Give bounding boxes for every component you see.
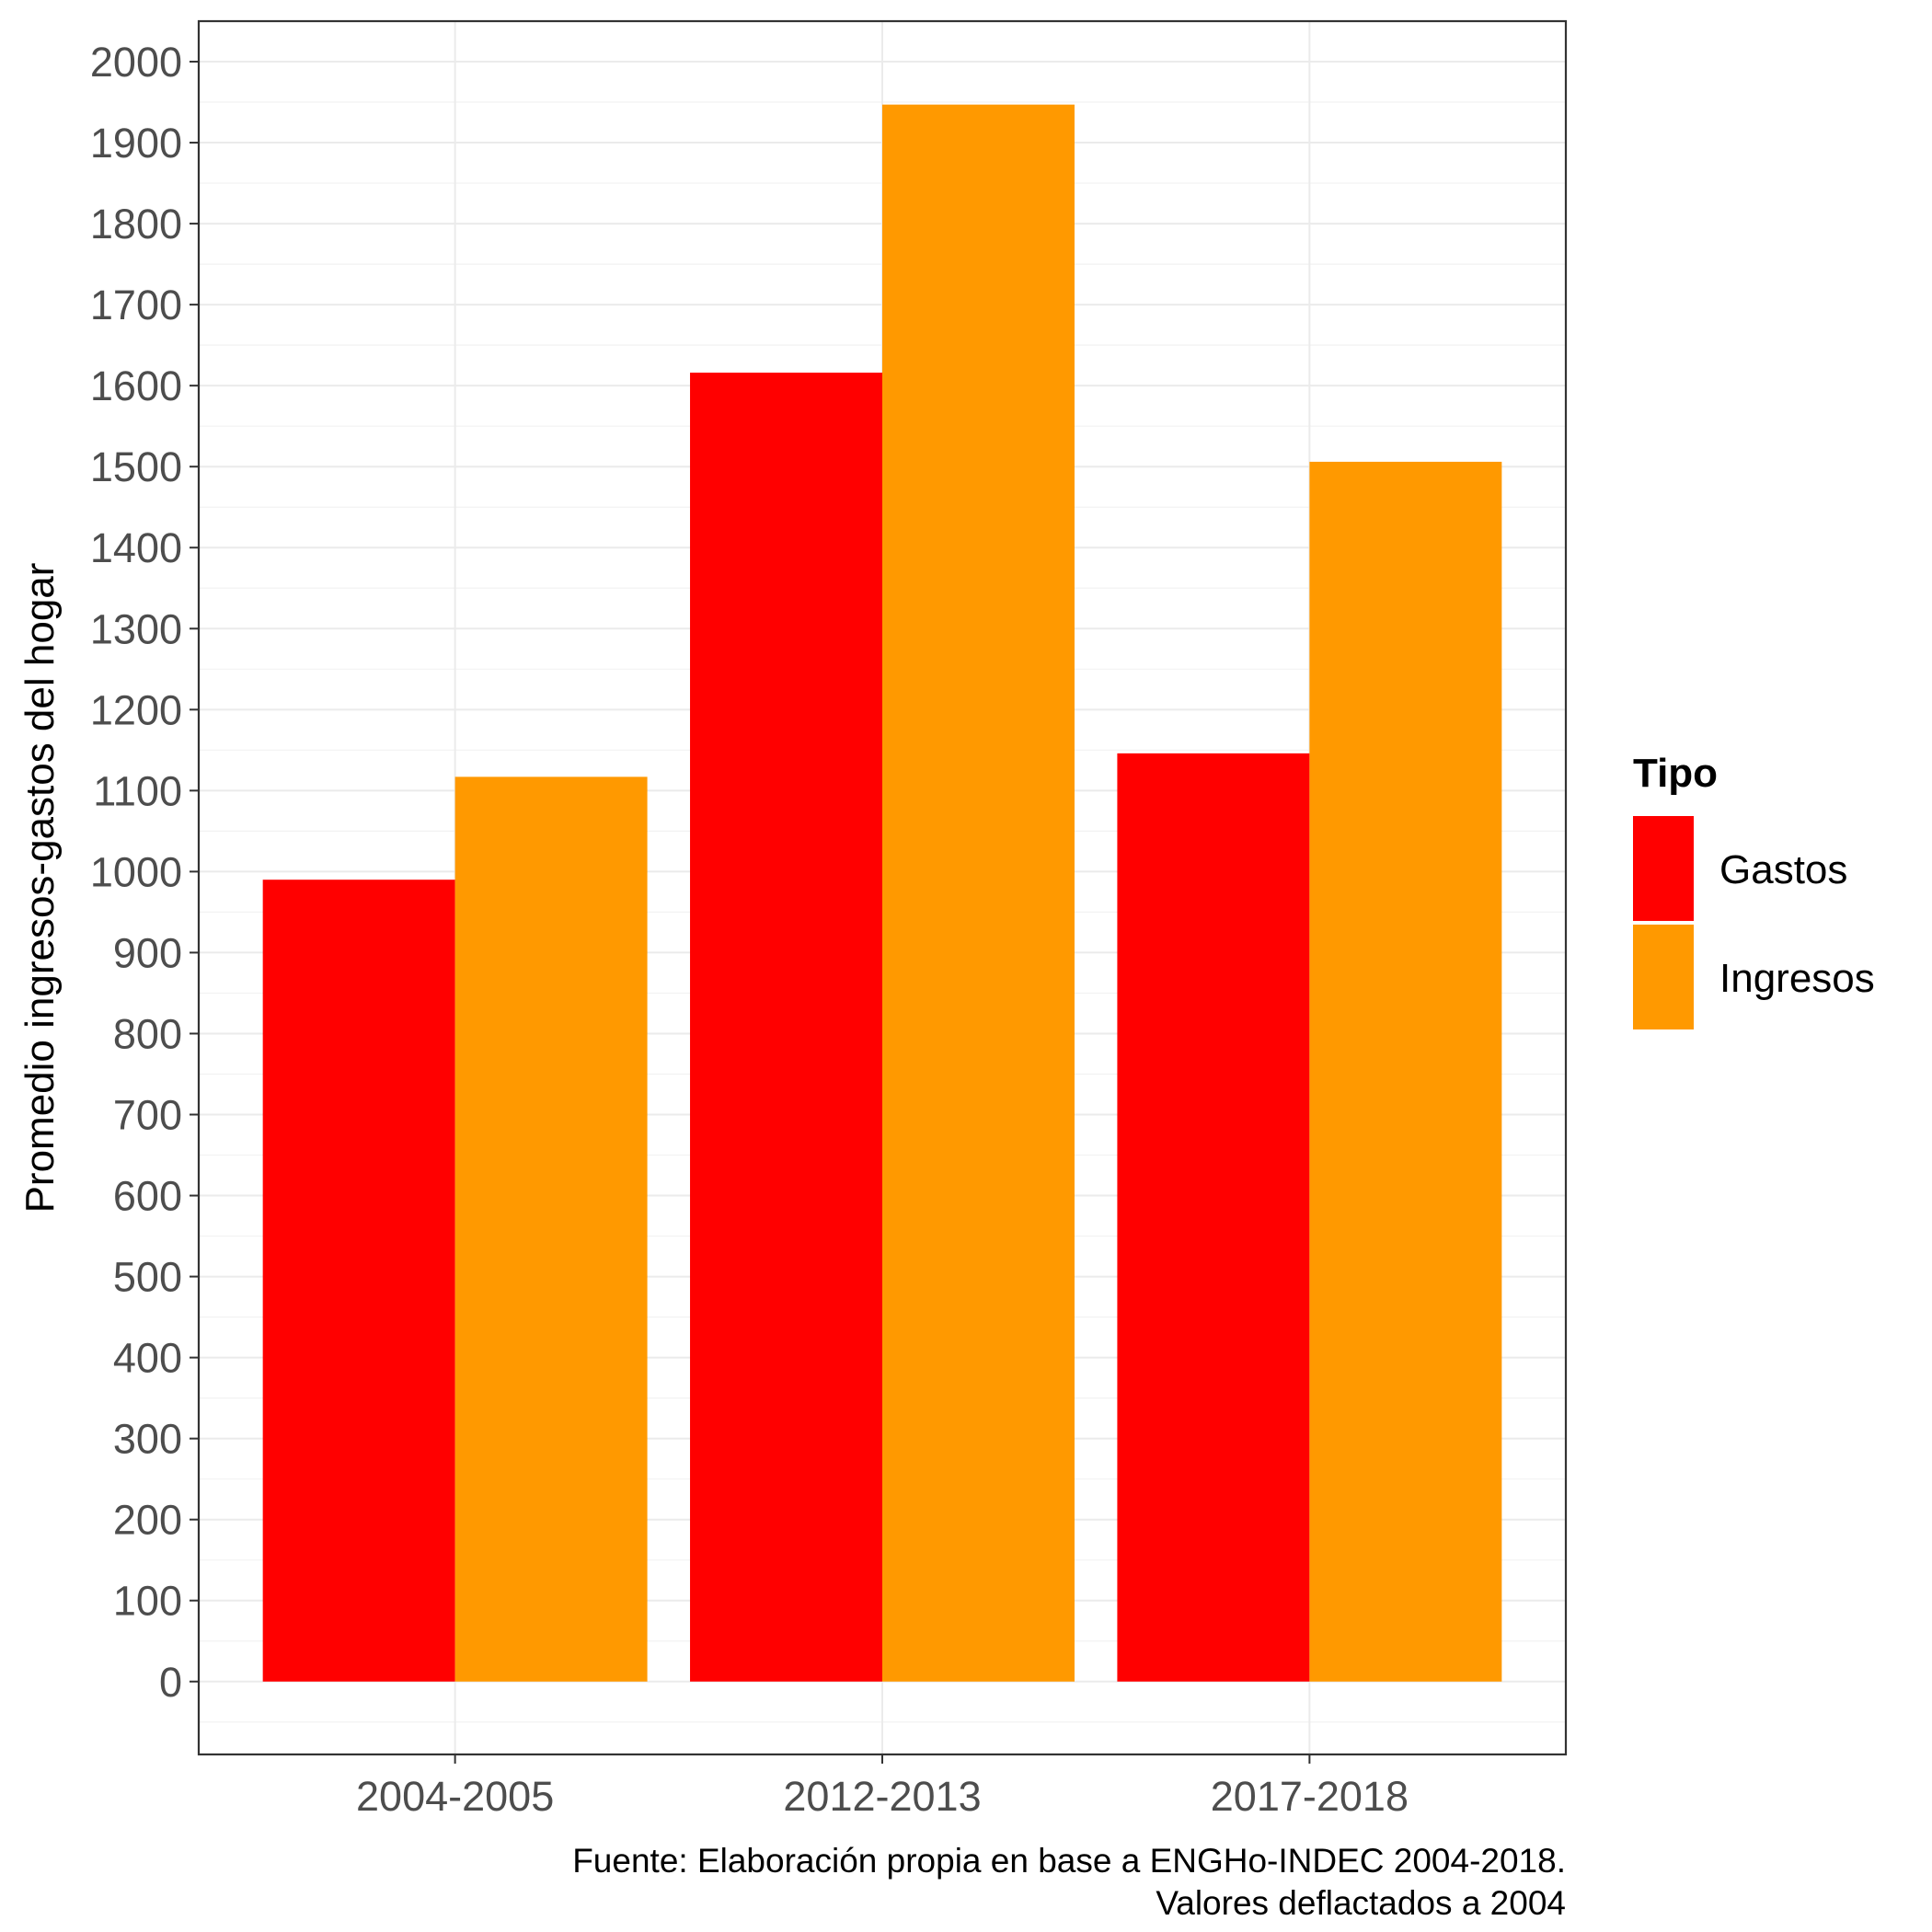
y-tick-label: 1900: [90, 120, 182, 167]
y-tick-label: 700: [113, 1092, 182, 1139]
legend-title: Tipo: [1633, 751, 1718, 796]
x-tick-label: 2012-2013: [783, 1773, 981, 1820]
legend-label-ingresos: Ingresos: [1719, 956, 1875, 1001]
bar-gastos-2017-2018: [1117, 753, 1310, 1682]
x-axis: 2004-2005 2012-2013 2017-2018: [356, 1754, 1409, 1820]
bar-gastos-2012-2013: [690, 373, 882, 1682]
y-tick-label: 300: [113, 1416, 182, 1463]
y-tick-label: 1400: [90, 524, 182, 571]
x-tick-label: 2004-2005: [356, 1773, 554, 1820]
y-tick-label: 1500: [90, 443, 182, 490]
bar-ingresos-2004-2005: [454, 776, 648, 1682]
y-tick-label: 500: [113, 1254, 182, 1301]
legend: Tipo Gastos Ingresos: [1633, 751, 1875, 1029]
y-tick-label: 100: [113, 1578, 182, 1625]
y-tick-label: 900: [113, 929, 182, 976]
caption-line-2: Valores deflactados a 2004: [1156, 1884, 1566, 1922]
y-tick-label: 0: [159, 1659, 182, 1706]
bar-ingresos-2012-2013: [882, 104, 1075, 1682]
x-tick-label: 2017-2018: [1211, 1773, 1409, 1820]
y-tick-label: 1800: [90, 201, 182, 247]
legend-key-ingresos: [1633, 925, 1694, 1029]
y-tick-label: 800: [113, 1010, 182, 1057]
bars: [262, 104, 1502, 1682]
y-tick-label: 1700: [90, 282, 182, 328]
y-axis-title: Promedio ingresos-gastos del hogar: [17, 563, 63, 1213]
y-tick-label: 600: [113, 1173, 182, 1220]
bar-ingresos-2017-2018: [1309, 461, 1502, 1682]
y-tick-label: 400: [113, 1335, 182, 1382]
y-tick-label: 1200: [90, 686, 182, 733]
y-axis: 0 100 200 300 400 500 600 700 800 900 1000 1100 1200…: [90, 39, 199, 1706]
caption-line-1: Fuente: Elaboración propia en base a ENG…: [572, 1842, 1566, 1880]
caption: Fuente: Elaboración propia en base a ENG…: [572, 1842, 1566, 1922]
y-tick-label: 1100: [93, 767, 182, 814]
bar-gastos-2004-2005: [262, 880, 455, 1682]
y-tick-label: 2000: [90, 39, 182, 86]
y-tick-label: 200: [113, 1497, 182, 1544]
legend-key-gastos: [1633, 816, 1694, 921]
legend-label-gastos: Gastos: [1719, 847, 1847, 892]
y-tick-label: 1600: [90, 362, 182, 409]
y-tick-label: 1000: [90, 848, 182, 895]
y-tick-label: 1300: [90, 605, 182, 652]
